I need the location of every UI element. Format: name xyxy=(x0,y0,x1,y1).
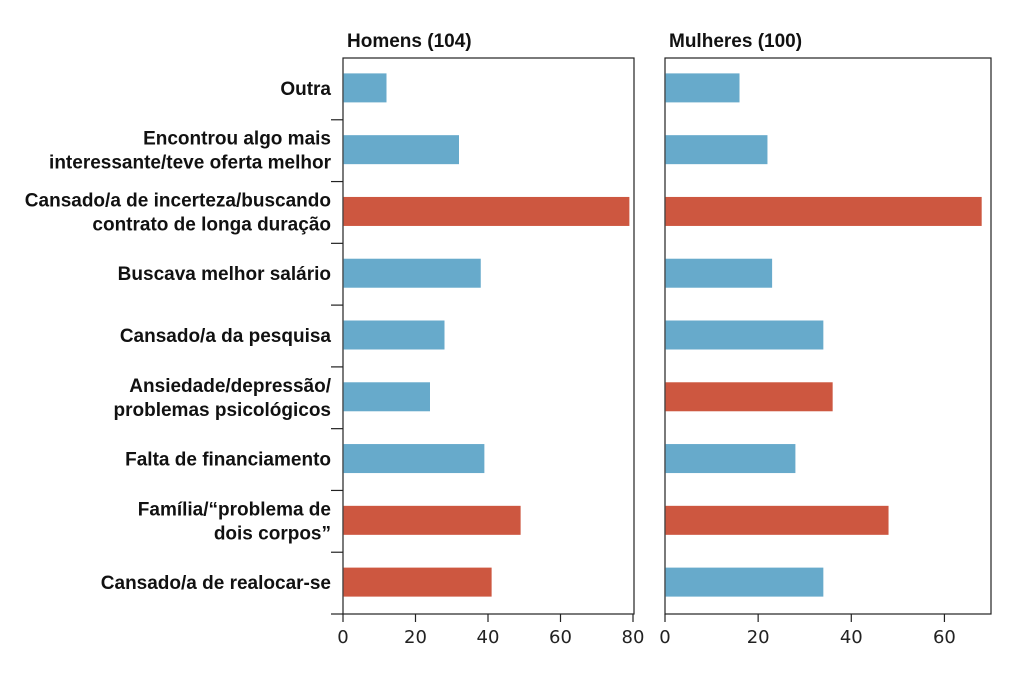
panel-frame-1 xyxy=(664,57,992,615)
x-tick-label-panel-0-3: 60 xyxy=(549,627,572,648)
x-tick-label-panel-1-3: 60 xyxy=(933,627,956,648)
bar-panel-0-row-2 xyxy=(343,196,630,226)
x-tick-label-panel-0-4: 80 xyxy=(622,627,645,648)
x-tick-label-panel-1-0: 0 xyxy=(659,627,670,648)
x-tick-label-panel-0-2: 40 xyxy=(477,627,500,648)
bar-panel-0-row-7 xyxy=(343,505,521,535)
panel-title-0: Homens (104) xyxy=(347,31,472,52)
x-tick-label-panel-0-0: 0 xyxy=(337,627,348,648)
bar-panel-1-row-3 xyxy=(665,258,773,288)
category-label-2-line-0: Cansado/a de incerteza/buscando xyxy=(25,190,331,211)
bar-panel-1-row-7 xyxy=(665,505,889,535)
panel-title-1: Mulheres (100) xyxy=(669,31,802,52)
category-label-6-line-0: Falta de financiamento xyxy=(125,450,331,471)
x-tick-label-panel-0-1: 20 xyxy=(404,627,427,648)
category-label-7-line-1: dois corpos” xyxy=(214,523,331,544)
bar-panel-1-row-5 xyxy=(665,382,833,412)
bar-panel-0-row-0 xyxy=(343,73,387,103)
bar-panel-1-row-6 xyxy=(665,444,796,474)
bar-panel-1-row-4 xyxy=(665,320,824,350)
bar-panel-1-row-0 xyxy=(665,73,740,103)
category-label-5-line-1: problemas psicológicos xyxy=(114,400,332,421)
category-label-0-line-0: Outra xyxy=(280,79,331,100)
bar-panel-1-row-8 xyxy=(665,567,824,597)
bar-panel-0-row-8 xyxy=(343,567,492,597)
category-label-1-line-1: interessante/teve oferta melhor xyxy=(49,153,332,174)
category-label-3-line-0: Buscava melhor salário xyxy=(118,264,331,285)
x-tick-label-panel-1-2: 40 xyxy=(840,627,863,648)
x-tick-label-panel-1-1: 20 xyxy=(747,627,770,648)
category-label-7-line-0: Família/“problema de xyxy=(138,499,331,520)
bar-panel-1-row-2 xyxy=(665,196,982,226)
bar-panel-0-row-6 xyxy=(343,444,485,474)
category-label-8-line-0: Cansado/a de realocar-se xyxy=(101,573,331,594)
bar-panel-1-row-1 xyxy=(665,135,768,165)
category-label-5-line-0: Ansiedade/depressão/ xyxy=(129,376,331,397)
category-label-1-line-0: Encontrou algo mais xyxy=(143,129,331,150)
bar-panel-0-row-5 xyxy=(343,382,430,412)
bar-panel-0-row-4 xyxy=(343,320,445,350)
bar-panel-0-row-1 xyxy=(343,135,459,165)
category-label-2-line-1: contrato de longa duração xyxy=(92,214,331,235)
bar-panel-0-row-3 xyxy=(343,258,481,288)
category-label-4-line-0: Cansado/a da pesquisa xyxy=(120,326,332,347)
